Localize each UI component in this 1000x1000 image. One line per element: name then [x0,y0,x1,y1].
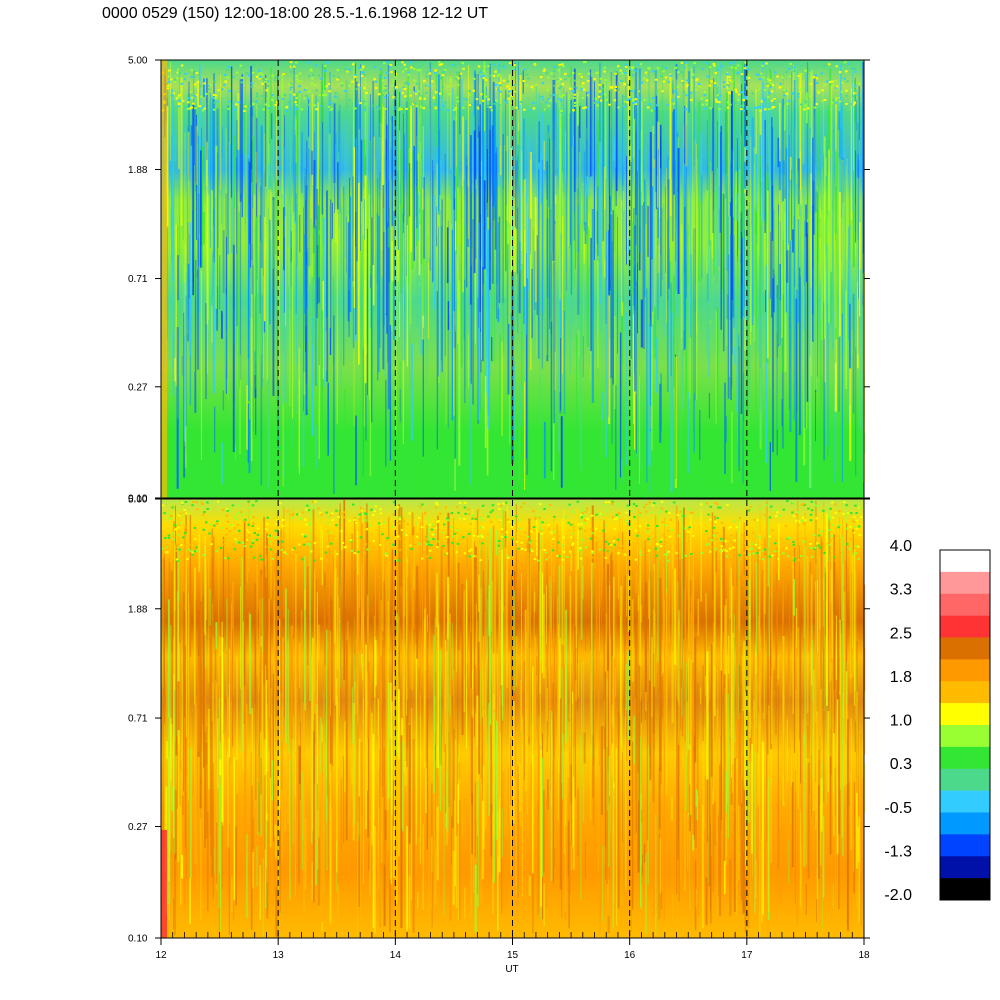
y-tick-label: 1.88 [128,604,148,615]
bottom-panel-streaks [161,500,866,938]
colorbar-swatch [940,593,990,616]
x-axis: 12 13 14 15 16 17 18 [155,932,870,961]
colorbar-swatch [940,856,990,879]
y-tick-label: 0.10 [128,494,148,505]
y-tick-label: 5.00 [128,495,148,506]
colorbar-label: -1.3 [884,843,912,860]
colorbar-label: 0.3 [890,756,912,773]
time-marker-lines [277,60,748,938]
colorbar-label: 4.0 [890,538,912,555]
colorbar-label: 2.5 [890,625,912,642]
colorbar-swatch [940,615,990,638]
colorbar-swatch [940,725,990,748]
colorbar-label: -0.5 [884,800,912,817]
colorbar-swatch [940,834,990,857]
colorbar-swatch [940,681,990,704]
top-panel [160,59,866,499]
x-tick-label: 17 [741,950,753,961]
y-tick-label: 1.88 [128,165,148,176]
colorbar-swatch [940,790,990,813]
colorbar-swatch [940,768,990,791]
bottom-panel [160,498,866,939]
y-tick-label: 0.71 [128,274,148,285]
x-tick-label: 15 [507,950,519,961]
y-tick-label: 0.27 [128,822,148,833]
y-tick-label: 0.10 [128,934,148,945]
colorbar-swatch [940,637,990,660]
colorbar-label: 1.0 [890,713,912,730]
x-tick-label: 16 [624,950,636,961]
top-panel-streaks [161,60,866,498]
x-tick-label: 13 [273,950,285,961]
colorbar-swatch [940,550,990,573]
colorbar-frame [939,549,991,901]
colorbar-swatch [940,659,990,682]
colorbar-swatch [940,812,990,835]
colorbar: 4.0 3.3 2.5 1.8 1.0 0.3 -0.5 -1.3 -2.0 [884,538,991,904]
colorbar-label: 1.8 [890,669,912,686]
y-axes: 5.001.880.710.270.105.001.880.710.270.10 [128,56,870,945]
colorbar-label: 3.3 [890,582,912,599]
y-tick-label: 0.71 [128,714,148,725]
colorbar-swatch [940,878,990,901]
y-tick-label: 5.00 [128,56,148,67]
x-tick-label: 18 [858,950,870,961]
colorbar-swatch [940,746,990,770]
y-tick-label: 0.27 [128,382,148,393]
x-tick-label: 14 [390,950,402,961]
chart-title: 0000 0529 (150) 12:00-18:00 28.5.-1.6.19… [102,5,489,22]
colorbar-swatch [940,571,990,595]
colorbar-swatch [940,703,990,726]
x-tick-label: 12 [155,950,167,961]
x-axis-label: UT [505,964,518,975]
colorbar-label: -2.0 [884,887,912,904]
